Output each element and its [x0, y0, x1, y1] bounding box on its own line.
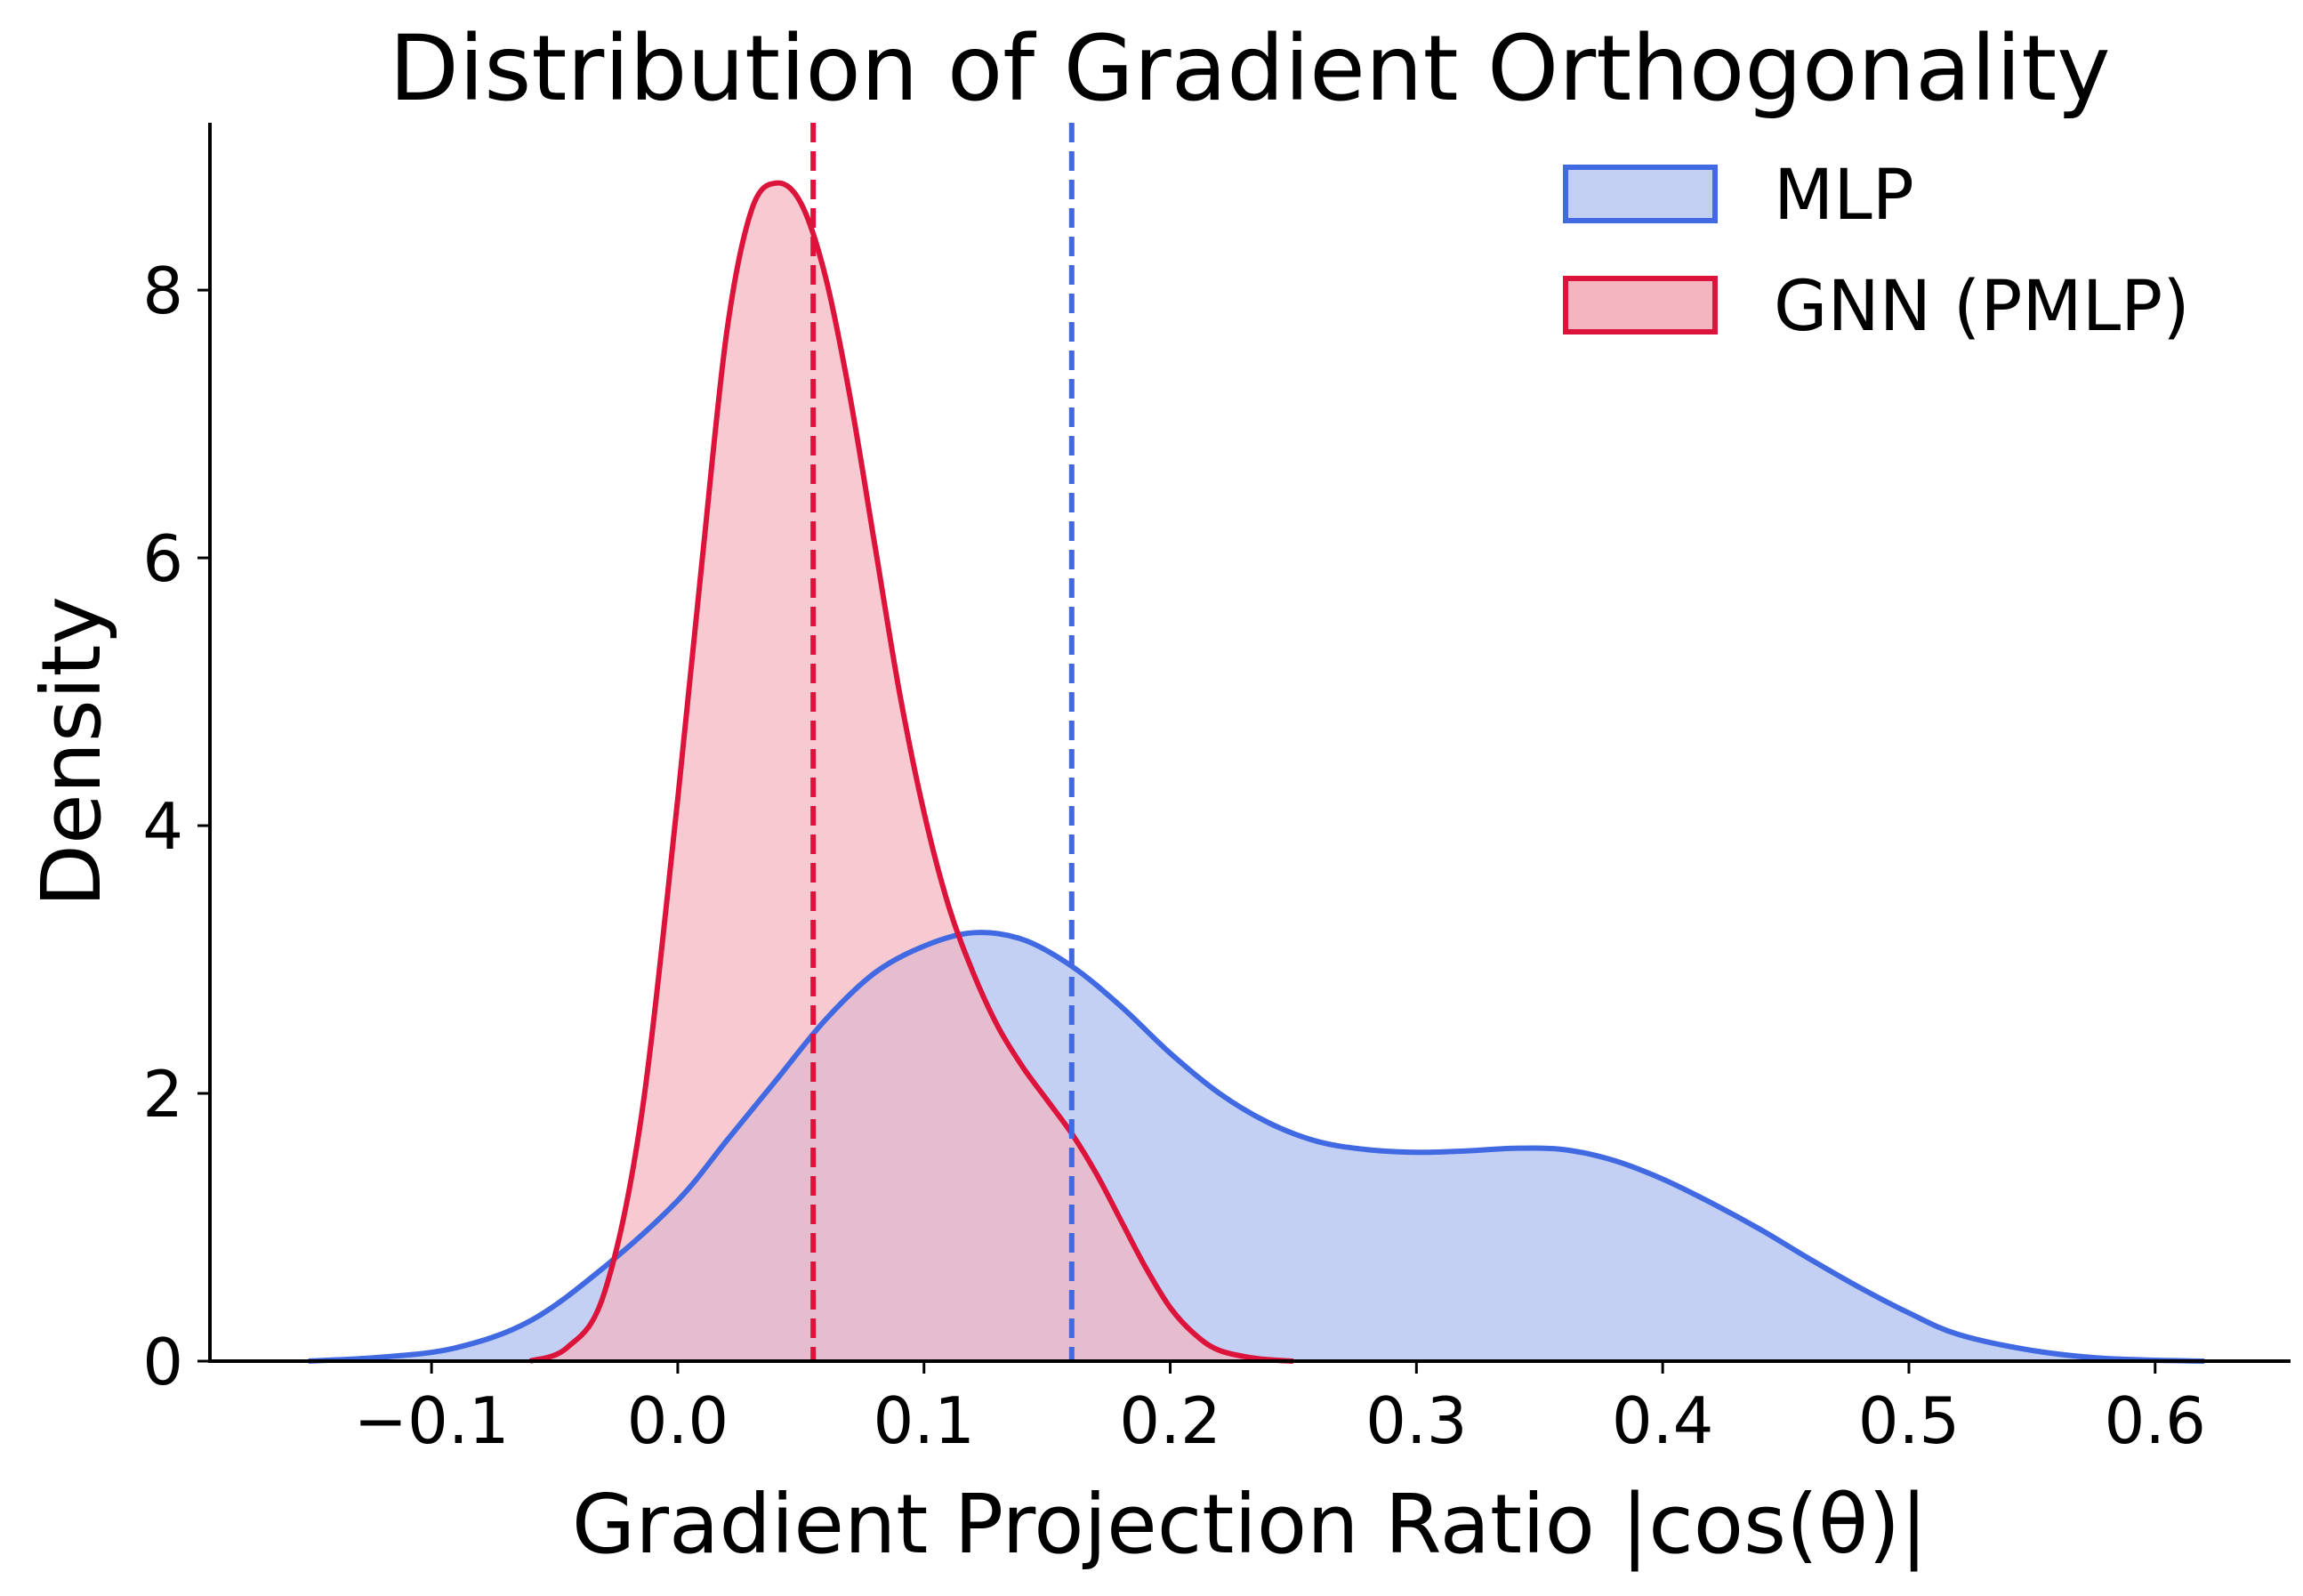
legend-label-mlp: MLP — [1774, 156, 1914, 236]
density-line-gnn — [528, 180, 1294, 1364]
density-fill-mlp — [308, 932, 2205, 1361]
mean-lines — [810, 123, 1075, 1361]
axes — [208, 123, 2291, 1363]
x-tick-label: 0.0 — [627, 1383, 729, 1458]
x-axis-label: Gradient Projection Ratio |cos(θ)| — [572, 1477, 1928, 1572]
y-tick-label: 6 — [142, 521, 183, 596]
y-tick-label: 2 — [142, 1057, 183, 1132]
x-tick-label: 0.5 — [1858, 1383, 1961, 1458]
x-tick-label: −0.1 — [354, 1383, 510, 1458]
legend-swatch-mlp — [1563, 165, 1718, 223]
x-ticks: −0.1 0.0 0.1 0.2 0.3 0.4 0.5 0.6 — [354, 1361, 2206, 1458]
y-tick-label: 0 — [142, 1325, 183, 1399]
y-tick-label: 8 — [142, 254, 183, 328]
x-tick-label: 0.3 — [1365, 1383, 1468, 1458]
x-tick-label: 0.1 — [873, 1383, 975, 1458]
y-tick-label: 4 — [142, 789, 183, 864]
legend: MLP GNN (PMLP) — [1563, 156, 2190, 347]
x-tick-label: 0.4 — [1612, 1383, 1714, 1458]
density-line-mlp — [308, 930, 2205, 1364]
density-fill-gnn — [529, 182, 1293, 1361]
legend-label-gnn: GNN (PMLP) — [1774, 267, 2190, 347]
chart-title: Distribution of Gradient Orthogonality — [389, 16, 2110, 122]
y-ticks: 0 2 4 6 8 — [142, 254, 210, 1399]
x-tick-label: 0.2 — [1119, 1383, 1221, 1458]
x-tick-label: 0.6 — [2104, 1383, 2206, 1458]
legend-swatch-gnn — [1563, 276, 1718, 335]
y-axis-label: Density — [24, 596, 119, 907]
plot-area — [308, 180, 2205, 1364]
